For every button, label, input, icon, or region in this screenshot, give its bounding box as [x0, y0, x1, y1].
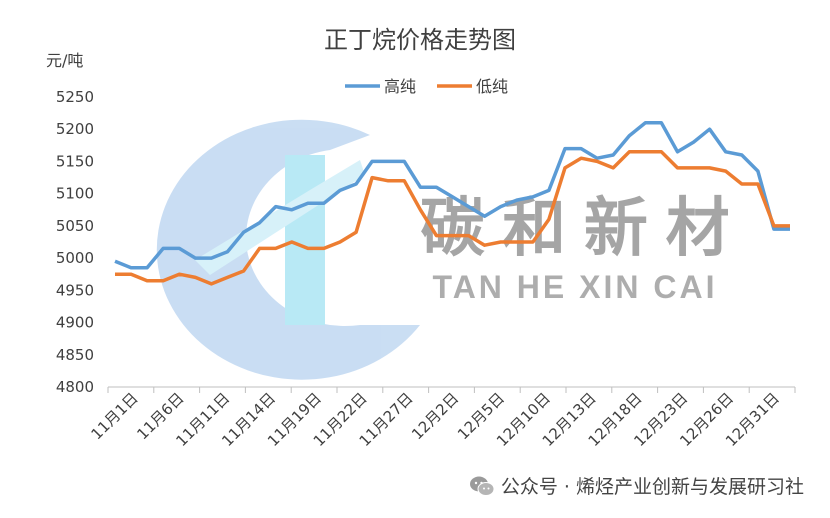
series-line-2	[115, 150, 790, 286]
y-tick-label: 5200	[56, 120, 94, 138]
watermark-chinese: 碳 和 新 材	[420, 192, 729, 264]
y-tick-label: 5050	[56, 217, 94, 235]
watermark-pinyin: TAN HE XIN CAI	[433, 269, 718, 305]
x-axis-ticks: 11月1日11月6日11月11日11月14日11月19日11月22日11月27日…	[88, 387, 796, 450]
y-tick-label: 5250	[56, 88, 94, 106]
series-lines	[114, 121, 790, 286]
y-tick-label: 5000	[56, 249, 94, 267]
y-tick-label: 4900	[56, 314, 94, 332]
x-tick-label: 12月2日	[408, 389, 462, 443]
footer-text: 公众号 · 烯烃产业创新与发展研习社	[500, 476, 804, 498]
chart-title: 正丁烷价格走势图	[324, 26, 516, 54]
watermark-logo-bar	[285, 155, 325, 325]
y-axis-ticks: 4800 4850 4900 4950 5000 5050 5100 5150 5200 5250	[56, 88, 94, 396]
watermark-logo-swoosh	[195, 160, 365, 275]
x-tick-label: 11月1日	[88, 389, 142, 443]
legend: 高纯 低纯	[345, 77, 508, 96]
watermark-logo-arc	[156, 119, 420, 380]
y-tick-label: 4950	[56, 281, 94, 299]
legend-label-series-1: 高纯	[384, 77, 416, 96]
legend-label-series-2: 低纯	[476, 77, 508, 96]
wechat-icon	[469, 476, 495, 496]
watermark-logo	[156, 119, 420, 380]
series-line-1	[114, 121, 790, 270]
footer: 公众号 · 烯烃产业创新与发展研习社	[469, 472, 804, 499]
y-tick-label: 4800	[56, 378, 94, 396]
y-tick-label: 4850	[56, 346, 94, 364]
y-tick-label: 5100	[56, 185, 94, 203]
y-axis-label: 元/吨	[46, 51, 83, 70]
y-tick-label: 5150	[56, 152, 94, 170]
